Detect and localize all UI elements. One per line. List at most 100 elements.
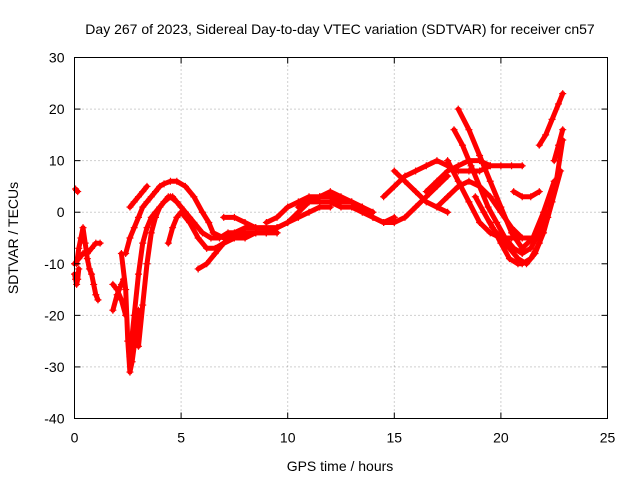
data-point-marker (143, 224, 151, 232)
data-point-marker (326, 188, 334, 196)
data-point-marker (75, 265, 83, 273)
data-point-marker (535, 141, 543, 149)
data-point-marker (544, 213, 552, 221)
data-point-marker (194, 265, 202, 273)
data-point-marker (122, 286, 130, 294)
series-trail (511, 189, 542, 200)
data-point-marker (294, 203, 302, 211)
data-point-marker (126, 368, 134, 376)
data-point-marker (358, 203, 366, 211)
data-point-marker (554, 141, 562, 149)
series-arc-16 (294, 188, 377, 216)
data-point-marker (465, 126, 473, 134)
data-point-marker (113, 286, 121, 294)
data-point-marker (169, 193, 177, 201)
data-point-marker (273, 213, 281, 221)
data-point-marker (139, 239, 147, 247)
data-point-marker (273, 224, 281, 232)
data-point-marker (83, 249, 91, 257)
data-point-marker (486, 219, 494, 227)
series-arc-23 (454, 105, 558, 252)
series-arc-27 (535, 90, 567, 149)
data-point-marker (390, 167, 398, 175)
data-point-marker (160, 180, 168, 188)
data-point-marker (450, 126, 458, 134)
data-point-marker (186, 219, 194, 227)
data-point-marker (486, 177, 494, 185)
data-point-marker (88, 244, 96, 252)
series-trail (195, 204, 333, 272)
data-point-marker (476, 219, 484, 227)
x-tick-label: 0 (71, 430, 79, 446)
data-point-marker (134, 213, 142, 221)
data-point-marker (467, 162, 475, 170)
data-point-marker (139, 188, 147, 196)
data-point-marker (122, 249, 130, 257)
data-point-marker (401, 213, 409, 221)
data-point-marker (134, 342, 142, 350)
data-point-marker (552, 177, 560, 185)
data-point-marker (252, 224, 260, 232)
data-point-marker (77, 234, 85, 242)
data-point-marker (74, 275, 82, 283)
data-point-marker (177, 208, 185, 216)
chart-title: Day 267 of 2023, Sidereal Day-to-day VTE… (85, 21, 595, 37)
x-tick-label: 10 (280, 430, 296, 446)
x-tick-label: 5 (177, 430, 185, 446)
data-point-marker (94, 296, 102, 304)
data-point-marker (75, 255, 83, 263)
data-point-marker (369, 208, 377, 216)
data-point-marker (542, 131, 550, 139)
data-point-marker (471, 193, 479, 201)
data-point-marker (476, 167, 484, 175)
data-point-marker (380, 219, 388, 227)
data-point-marker (476, 151, 484, 159)
data-point-marker (241, 234, 249, 242)
data-point-marker (444, 157, 452, 165)
data-point-marker (486, 193, 494, 201)
y-tick-label: 0 (57, 204, 65, 220)
data-point-marker (380, 193, 388, 201)
data-point-marker (444, 167, 452, 175)
series-trail (451, 127, 551, 256)
data-point-marker (207, 234, 215, 242)
data-point-marker (348, 198, 356, 206)
x-tick-label: 20 (493, 430, 509, 446)
y-tick-label: -30 (44, 359, 64, 375)
data-point-marker (459, 141, 467, 149)
x-tick-label: 15 (387, 430, 403, 446)
data-point-marker (166, 177, 174, 185)
series-trail (110, 281, 129, 318)
data-point-marker (220, 239, 228, 247)
data-point-marker (128, 358, 136, 366)
data-point-marker (75, 244, 83, 252)
data-point-marker (230, 234, 238, 242)
data-point-marker (444, 208, 452, 216)
data-point-marker (518, 260, 526, 268)
data-point-marker (535, 239, 543, 247)
data-point-marker (152, 188, 160, 196)
data-point-marker (454, 105, 462, 113)
data-point-marker (96, 239, 104, 247)
data-point-marker (143, 182, 151, 190)
y-axis-title: SDTVAR / TECUs (5, 182, 21, 294)
series-layer (71, 90, 567, 376)
data-point-marker (390, 219, 398, 227)
data-point-marker (508, 229, 516, 237)
data-point-marker (559, 126, 567, 134)
data-point-marker (486, 162, 494, 170)
data-point-marker (497, 203, 505, 211)
data-point-marker (205, 219, 213, 227)
data-point-marker (486, 229, 494, 237)
series-arc-4 (71, 239, 104, 268)
data-point-marker (173, 177, 181, 185)
data-point-marker (143, 198, 151, 206)
data-point-marker (505, 255, 513, 263)
data-point-marker (510, 188, 518, 196)
data-point-marker (518, 162, 526, 170)
data-point-marker (220, 213, 228, 221)
data-point-marker (92, 291, 100, 299)
y-tick-label: -10 (44, 256, 64, 272)
data-point-marker (540, 208, 548, 216)
data-point-marker (422, 198, 430, 206)
